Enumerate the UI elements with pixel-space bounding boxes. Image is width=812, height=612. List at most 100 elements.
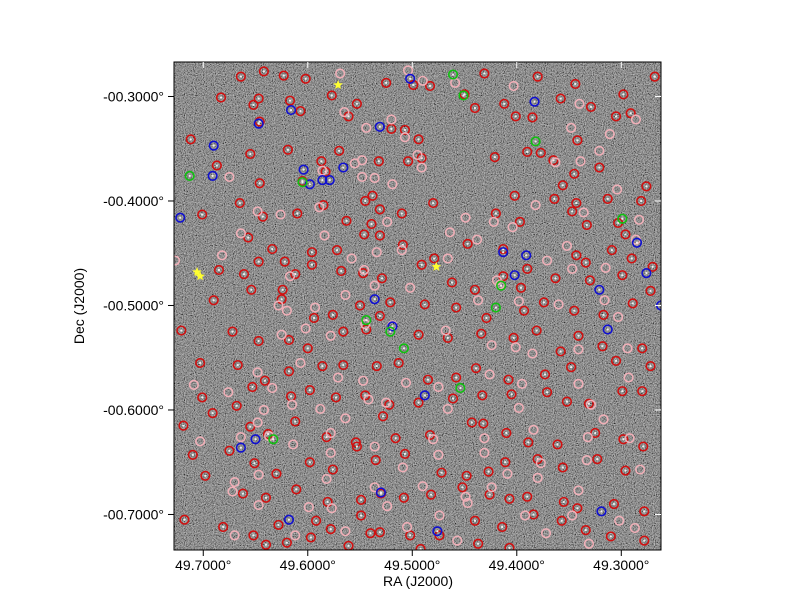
red-circle-marker xyxy=(178,420,189,431)
red-circle-marker xyxy=(278,70,289,81)
source-dot xyxy=(473,106,477,110)
source-dot xyxy=(531,116,534,119)
pink-circle-marker xyxy=(508,80,519,92)
pink-circle-marker xyxy=(578,207,589,218)
red-circle-marker xyxy=(483,466,494,477)
blue-circle-marker xyxy=(596,506,607,517)
source-dot xyxy=(436,530,439,533)
source-dot xyxy=(522,309,526,312)
source-dot xyxy=(473,288,477,291)
pink-circle-marker xyxy=(346,253,357,264)
source-dot xyxy=(423,394,426,397)
red-circle-marker xyxy=(277,284,288,295)
pink-circle-marker xyxy=(629,522,640,534)
source-dot xyxy=(630,257,633,260)
red-circle-marker xyxy=(447,393,459,404)
red-circle-marker xyxy=(470,363,482,374)
plot-frame xyxy=(173,61,662,551)
source-dot xyxy=(417,138,420,141)
source-dot xyxy=(554,277,557,280)
pink-circle-marker xyxy=(284,271,296,282)
source-dot xyxy=(389,301,392,304)
pink-circle-marker xyxy=(502,468,513,479)
source-dot xyxy=(502,251,505,254)
source-dot xyxy=(482,422,485,425)
green-circle-marker xyxy=(447,69,459,80)
red-circle-marker xyxy=(354,300,366,311)
red-circle-marker xyxy=(237,488,249,499)
red-circle-marker xyxy=(359,229,370,240)
red-circle-marker xyxy=(501,427,512,439)
source-dot xyxy=(249,425,252,428)
blue-circle-marker xyxy=(498,247,509,258)
source-dot xyxy=(294,420,297,423)
source-dot xyxy=(594,431,597,435)
source-dot xyxy=(179,216,182,219)
red-circle-marker xyxy=(514,216,526,227)
pink-circle-marker xyxy=(484,369,495,380)
source-dot xyxy=(573,309,576,312)
red-circle-marker xyxy=(179,514,190,525)
pink-circle-marker xyxy=(382,501,393,512)
red-circle-marker xyxy=(532,71,543,82)
source-dot xyxy=(494,306,497,309)
blue-circle-marker xyxy=(285,104,297,116)
red-circle-marker xyxy=(374,230,385,241)
red-circle-marker xyxy=(539,369,551,380)
red-circle-marker xyxy=(187,449,198,461)
red-circle-marker xyxy=(572,503,583,514)
source-dot xyxy=(289,395,293,398)
source-dot xyxy=(253,462,256,465)
red-circle-marker xyxy=(185,134,196,145)
source-dot xyxy=(600,510,603,513)
star-marker xyxy=(431,261,442,271)
source-dot xyxy=(483,72,486,75)
source-dot xyxy=(325,436,328,439)
pink-circle-marker xyxy=(381,397,392,408)
pink-circle-marker xyxy=(317,165,328,176)
red-circle-marker xyxy=(569,168,580,179)
source-dot xyxy=(289,108,293,112)
source-dot xyxy=(433,257,436,260)
red-circle-marker xyxy=(338,326,349,337)
source-dot xyxy=(629,112,632,115)
source-dot xyxy=(359,498,363,501)
red-circle-marker xyxy=(302,343,313,354)
pink-circle-marker xyxy=(598,414,609,425)
pink-circle-marker xyxy=(622,343,633,354)
red-circle-marker xyxy=(249,458,260,469)
pink-circle-marker xyxy=(581,455,592,466)
red-circle-marker xyxy=(473,538,484,549)
pink-circle-marker xyxy=(229,530,240,541)
pink-circle-marker xyxy=(535,458,546,469)
pink-circle-marker xyxy=(275,209,286,220)
pink-circle-marker xyxy=(599,295,610,306)
red-circle-marker xyxy=(304,385,315,396)
source-dot xyxy=(241,492,245,495)
red-circle-marker xyxy=(425,489,437,500)
source-dot xyxy=(287,338,291,342)
source-dot xyxy=(504,461,507,464)
pink-circle-marker xyxy=(359,264,370,276)
red-circle-marker xyxy=(273,519,284,531)
blue-circle-marker xyxy=(298,164,309,175)
red-circle-marker xyxy=(341,215,352,226)
blue-circle-marker xyxy=(317,174,328,186)
pink-circle-marker xyxy=(332,372,344,383)
red-circle-marker xyxy=(234,197,245,209)
red-circle-marker xyxy=(305,532,317,543)
source-dot xyxy=(474,367,478,370)
pink-circle-marker xyxy=(288,439,299,450)
red-circle-marker xyxy=(638,441,649,452)
source-dot xyxy=(312,316,316,320)
pink-circle-marker xyxy=(594,145,605,156)
red-circle-marker xyxy=(334,145,345,156)
pink-circle-marker xyxy=(188,379,199,390)
source-dot xyxy=(501,525,504,529)
red-circle-marker xyxy=(606,244,617,256)
source-dot xyxy=(281,288,284,291)
source-dot xyxy=(609,535,612,538)
source-dot xyxy=(306,347,309,350)
source-dot xyxy=(466,242,469,245)
pink-circle-marker xyxy=(363,394,374,405)
